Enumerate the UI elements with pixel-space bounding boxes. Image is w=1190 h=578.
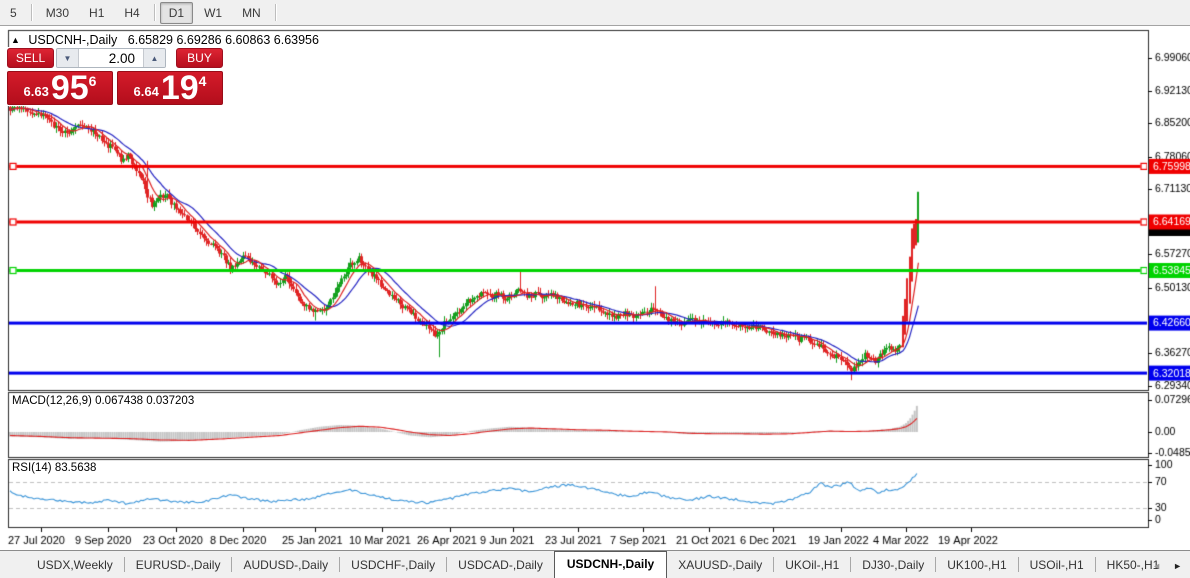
buy-price-sup: 4 bbox=[198, 73, 207, 89]
volume-increase-button[interactable]: ▲ bbox=[144, 49, 165, 67]
chart-title: ▲ USDCNH-,Daily 6.65829 6.69286 6.60863 … bbox=[11, 33, 319, 47]
tab-ukoil-h1[interactable]: UKOil-,H1 bbox=[785, 558, 840, 572]
chevron-up-icon: ▲ bbox=[150, 53, 159, 63]
collapse-panel-icon[interactable]: ▲ bbox=[11, 35, 20, 45]
chart-ohlc-values: 6.65829 6.69286 6.60863 6.63956 bbox=[127, 33, 319, 47]
sell-price-sup: 6 bbox=[88, 73, 97, 89]
tab-separator bbox=[1094, 557, 1096, 572]
tab-usdcnh-daily[interactable]: USDCNH-,Daily bbox=[553, 551, 668, 578]
sell-price-big: 95 bbox=[50, 69, 89, 107]
tab-eurusd-daily[interactable]: EURUSD-,Daily bbox=[135, 558, 221, 572]
rsi-label: RSI(14) 83.5638 bbox=[12, 462, 97, 474]
tab-separator bbox=[850, 557, 852, 572]
tab-separator bbox=[231, 557, 233, 572]
volume-spinbox: ▼ ▲ bbox=[56, 48, 166, 68]
chart-symbol-label: USDCNH-,Daily bbox=[28, 33, 118, 47]
chart-tabbar: USDX,Weekly EURUSD-,Daily AUDUSD-,Daily USD… bbox=[0, 550, 1190, 578]
tab-usoil-h1[interactable]: USOil-,H1 bbox=[1029, 558, 1084, 572]
sell-price-small: 6.63 bbox=[23, 84, 49, 99]
tab-usdchf-daily[interactable]: USDCHF-,Daily bbox=[351, 558, 436, 572]
buy-button[interactable]: BUY bbox=[176, 48, 223, 68]
tab-usdcad-daily[interactable]: USDCAD-,Daily bbox=[458, 558, 543, 572]
chevron-down-icon: ▼ bbox=[63, 53, 72, 63]
one-click-trade-panel: SELL ▼ ▲ BUY 6.63 95 6 6.64 19 4 bbox=[6, 47, 224, 106]
timeframe-mn-button[interactable]: MN bbox=[233, 2, 270, 24]
timeframe-m30-button[interactable]: M30 bbox=[37, 2, 78, 24]
tab-separator bbox=[773, 557, 775, 572]
timeframe-5-button[interactable]: 5 bbox=[1, 2, 26, 24]
tab-navigation: ◄ ► bbox=[1152, 561, 1182, 571]
tab-hk50-h1[interactable]: HK50-,H1 bbox=[1106, 558, 1160, 572]
timeframe-d1-button[interactable]: D1 bbox=[159, 1, 194, 24]
sell-button[interactable]: SELL bbox=[7, 48, 54, 68]
tabs-scroll-right-icon[interactable]: ► bbox=[1173, 561, 1182, 571]
toolbar-separator bbox=[30, 4, 32, 21]
tab-separator bbox=[446, 557, 448, 572]
toolbar-separator bbox=[153, 4, 155, 21]
tab-separator bbox=[339, 557, 341, 572]
timeframe-h1-button[interactable]: H1 bbox=[80, 2, 113, 24]
toolbar-separator bbox=[274, 4, 276, 21]
volume-decrease-button[interactable]: ▼ bbox=[57, 49, 78, 67]
tab-uk100-h1[interactable]: UK100-,H1 bbox=[947, 558, 1007, 572]
tab-usdx-weekly[interactable]: USDX,Weekly bbox=[37, 558, 113, 572]
tab-separator bbox=[123, 557, 125, 572]
tab-separator bbox=[935, 557, 937, 572]
tabs-scroll-left-icon[interactable]: ◄ bbox=[1152, 561, 1162, 571]
sell-price-tile[interactable]: 6.63 95 6 bbox=[7, 71, 113, 105]
buy-price-tile[interactable]: 6.64 19 4 bbox=[117, 71, 223, 105]
timeframe-toolbar: 5 M30 H1 H4 D1 W1 MN bbox=[0, 0, 1190, 26]
buy-price-big: 19 bbox=[160, 69, 199, 107]
tab-audusd-daily[interactable]: AUDUSD-,Daily bbox=[243, 558, 329, 572]
timeframe-w1-button[interactable]: W1 bbox=[195, 2, 231, 24]
volume-input[interactable] bbox=[78, 49, 144, 67]
macd-label: MACD(12,26,9) 0.067438 0.037203 bbox=[12, 395, 195, 407]
buy-price-small: 6.64 bbox=[133, 84, 159, 99]
tab-separator bbox=[1017, 557, 1019, 572]
tab-xauusd-daily[interactable]: XAUUSD-,Daily bbox=[678, 558, 763, 572]
timeframe-h4-button[interactable]: H4 bbox=[115, 2, 148, 24]
tab-dj30-daily[interactable]: DJ30-,Daily bbox=[862, 558, 925, 572]
